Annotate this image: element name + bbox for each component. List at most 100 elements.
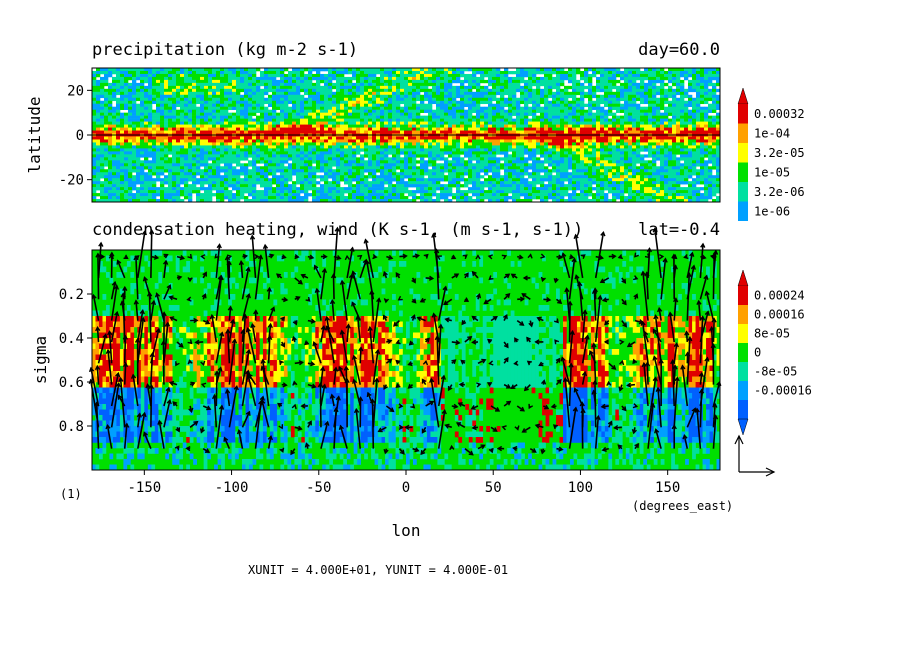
precip-cell	[464, 73, 469, 78]
precip-cell	[632, 160, 637, 164]
precip-cell	[124, 68, 129, 72]
precip-cell	[264, 73, 269, 78]
precip-cell	[228, 166, 233, 170]
precip-cell	[536, 151, 541, 155]
precip-cell	[444, 70, 449, 75]
precip-cell	[456, 139, 461, 143]
precip-cell	[224, 130, 229, 134]
precip-cell	[456, 70, 461, 75]
precip-cell	[280, 145, 285, 149]
precip-cell	[320, 109, 325, 113]
precip-cell	[328, 70, 333, 75]
precip-cell	[572, 115, 577, 119]
precip-cell	[284, 106, 289, 110]
precip-cell	[340, 157, 345, 161]
precip-cell	[272, 94, 277, 99]
precip-cell	[448, 130, 453, 134]
precip-cell	[220, 70, 225, 75]
precip-cell	[116, 157, 121, 161]
precip-cell	[440, 163, 445, 167]
precip-cell	[444, 91, 449, 96]
precip-cell	[592, 73, 597, 78]
precip-cell	[492, 139, 497, 143]
precip-cell	[480, 97, 485, 102]
precip-cell	[484, 148, 489, 152]
precip-cell	[376, 97, 381, 102]
precip-cell	[348, 85, 353, 90]
precip-cell	[180, 142, 185, 146]
precip-cell	[356, 97, 361, 102]
precip-cell	[248, 85, 253, 90]
precip-cell	[672, 73, 677, 78]
precip-cell	[692, 115, 697, 119]
precip-cell	[96, 97, 101, 102]
precip-cell	[220, 136, 225, 140]
precip-cell	[112, 127, 117, 131]
precip-cell	[436, 88, 441, 93]
precip-cell	[584, 157, 589, 161]
precip-cell	[452, 112, 457, 116]
precip-cell	[312, 85, 317, 90]
precip-cell	[436, 82, 441, 87]
precip-cell	[340, 127, 345, 131]
precip-cell	[324, 139, 329, 143]
precip-cell	[456, 148, 461, 152]
precip-cell	[692, 124, 697, 128]
precip-cell	[528, 106, 533, 110]
precip-cell	[600, 154, 605, 158]
precip-cell	[300, 142, 305, 146]
precip-cell	[92, 124, 97, 128]
precip-cell	[576, 124, 581, 128]
precip-cell	[316, 127, 321, 131]
precip-cell	[252, 94, 257, 99]
precip-cell	[356, 121, 361, 125]
precip-cell	[132, 103, 137, 108]
precip-cell	[672, 154, 677, 158]
precip-cell	[376, 118, 381, 122]
precip-cell	[120, 151, 125, 155]
precip-cell	[288, 100, 293, 105]
precip-cell	[232, 154, 237, 158]
precip-cell	[704, 94, 709, 99]
precip-cell	[548, 139, 553, 143]
precip-cell	[528, 88, 533, 93]
precip-cell	[600, 139, 605, 143]
precip-cell	[212, 142, 217, 146]
precip-cell	[328, 76, 333, 81]
precip-cell	[140, 97, 145, 102]
precip-cell	[420, 148, 425, 152]
precip-cell	[512, 121, 517, 125]
precip-cell	[128, 82, 133, 87]
precip-cell	[220, 121, 225, 125]
precip-cell	[176, 154, 181, 158]
precip-cell	[92, 139, 97, 143]
precip-cell	[584, 115, 589, 119]
precip-cell	[92, 163, 97, 167]
precip-cell	[404, 160, 409, 164]
precip-cell	[668, 142, 673, 146]
precip-cell	[532, 112, 537, 116]
precip-cell	[716, 106, 721, 110]
precip-cell	[192, 109, 197, 113]
precip-cell	[136, 148, 141, 152]
precip-cell	[348, 76, 353, 81]
precip-cell	[608, 109, 613, 113]
precip-cell	[632, 154, 637, 158]
precip-cell	[300, 70, 305, 75]
precip-cell	[236, 121, 241, 125]
precip-cell	[712, 88, 717, 93]
precip-cell	[196, 88, 201, 93]
precip-cell	[648, 73, 653, 78]
precip-cell	[132, 100, 137, 105]
precip-cell	[368, 76, 373, 81]
precip-cell	[416, 68, 421, 72]
precip-cell	[388, 82, 393, 87]
precip-cell	[624, 142, 629, 146]
precip-cell	[116, 109, 121, 113]
precip-cell	[296, 121, 301, 125]
precip-cell	[468, 139, 473, 143]
precip-cell	[536, 82, 541, 87]
precip-cell	[544, 139, 549, 143]
precip-cell	[168, 88, 173, 93]
